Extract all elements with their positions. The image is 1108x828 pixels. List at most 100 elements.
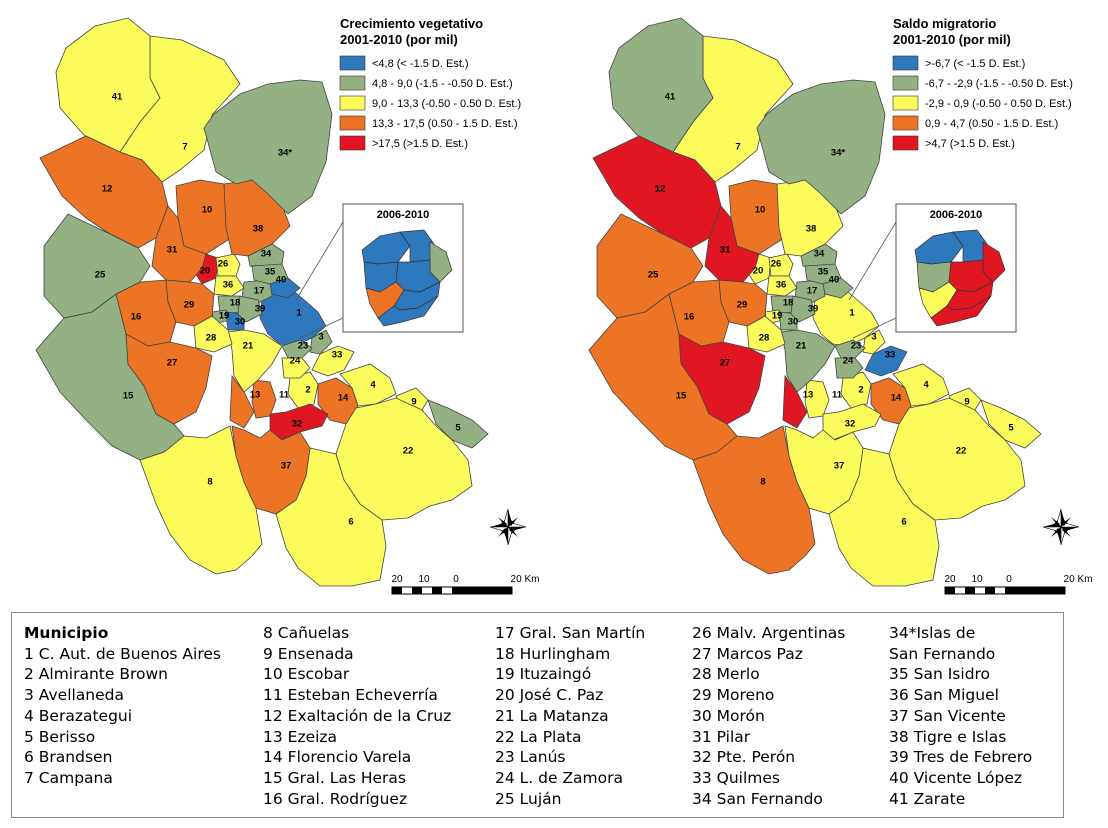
municipio-item: 14 Florencio Varela [263,748,412,767]
district-label-24: 24 [843,356,854,367]
municipio-item: 13 Ezeiza [263,727,338,746]
municipio-item: 24 L. de Zamora [495,768,624,787]
municipio-item: 29 Moreno [692,686,775,705]
municipio-item: 16 Gral. Rodríguez [263,789,408,808]
district-41 [608,17,714,153]
district-27 [125,333,213,425]
municipio-item: 41 Zarate [889,789,966,808]
district-label-22: 22 [956,446,967,457]
district-label-3: 3 [318,332,323,343]
inset-title: 2006-2010 [930,209,983,221]
district-label-8: 8 [207,477,212,488]
compass-rose-icon [489,508,527,546]
scale-bar: 20 10 0 20 Km [944,574,1092,595]
district-label-29: 29 [184,300,195,311]
district-label-14: 14 [891,393,902,404]
scale-bar: 20 10 0 20 Km [391,574,539,595]
municipio-item: 28 Merlo [692,665,760,684]
district-label-2: 2 [858,385,863,396]
district-label-15: 15 [123,391,134,402]
district-label-5: 5 [455,423,461,434]
legend-title-line1: Crecimiento vegetativo [340,16,483,31]
district-label-35: 35 [265,267,276,278]
municipio-item: 11 Esteban Echeverría [263,686,438,705]
district-label-22: 22 [403,446,414,457]
district-label-27: 27 [167,358,178,369]
legend-label: >17,5 (>1.5 D. Est.) [372,138,468,150]
legend-title-line2: 2001-2010 (por mil) [893,32,1011,47]
district-label-35: 35 [818,267,829,278]
district-2 [287,371,319,409]
district-2 [840,371,872,409]
inset-district [377,295,439,327]
district-label-40: 40 [829,275,840,286]
district-label-9: 9 [964,397,969,408]
legend-label: 13,3 - 17,5 (0.50 - 1.5 D. Est.) [372,118,518,130]
municipio-item: 32 Pte. Perón [692,748,796,767]
district-label-1: 1 [849,308,855,319]
district-label-10: 10 [755,205,766,216]
district-label-25: 25 [95,270,106,281]
district-23 [281,339,313,359]
district-label-33: 33 [332,350,343,361]
legend-label: -6,7 - -2,9 (-1.5 - -0.50 D. Est.) [925,78,1073,90]
municipio-item: 15 Gral. Las Heras [263,768,406,787]
district-40 [269,277,301,299]
district-label-36: 36 [223,280,234,291]
district-36 [766,275,798,297]
municipio-item: 40 Vicente López [889,768,1022,787]
district-label-37: 37 [281,461,292,472]
scale-label: 10 [971,574,983,585]
municipio-legend: Municipio 1 C. Aut. de Buenos Aires 2 Al… [11,612,1064,818]
district-label-34: 34 [261,249,272,260]
municipio-item: 34 San Fernando [692,789,823,808]
district-label-11: 11 [832,390,843,401]
district-label-32: 32 [292,419,303,430]
district-label-9: 9 [411,397,416,408]
district-24 [834,357,864,379]
district-8 [692,425,816,575]
district-26 [215,253,241,277]
municipio-item: 1 C. Aut. de Buenos Aires [24,644,221,663]
legend-label: 9,0 - 13,3 (-0.50 - 0.50 D. Est.) [372,98,521,110]
district-10 [175,179,233,255]
district-label-28: 28 [759,333,770,344]
district-label-4: 4 [923,380,929,391]
legend-label: -2,9 - 0,9 (-0.50 - 0.50 D. Est.) [925,98,1072,110]
district-label-30: 30 [788,317,799,328]
municipio-item: 27 Marcos Paz [692,644,803,663]
district-label-17: 17 [807,286,818,297]
municipio-column-2: 8 Cañuelas 9 Ensenada 10 Escobar 11 Este… [263,623,451,809]
district-label-3: 3 [871,332,876,343]
district-33 [311,345,355,377]
inset-connector [848,221,897,301]
district-25 [43,213,151,319]
district-label-16: 16 [131,312,142,323]
district-22 [335,397,473,521]
district-label-12: 12 [102,184,113,195]
district-label-34: 34 [814,249,825,260]
district-label-19: 19 [219,311,230,322]
municipio-item: 26 Malv. Argentinas [692,624,846,642]
municipio-item: 2 Almirante Brown [24,665,168,684]
district-label-12: 12 [655,184,666,195]
district-label-18: 18 [783,298,794,309]
municipio-item: 39 Tres de Febrero [889,748,1033,767]
district-5 [427,399,489,449]
compass-rose-icon [1042,508,1080,546]
municipio-item: 9 Ensenada [263,644,354,663]
district-29 [718,279,768,327]
district-label-6: 6 [901,517,906,528]
district-label-16: 16 [684,312,695,323]
district-29 [165,279,215,327]
legend-swatch [339,115,366,131]
inset-connector [295,221,344,301]
municipio-item: 19 Ituzaingó [495,665,592,684]
legend-swatch [339,55,366,71]
district-label-10: 10 [202,205,213,216]
legend-swatch [892,75,919,91]
district-label-28: 28 [206,333,217,344]
district-label-39: 39 [808,304,819,315]
